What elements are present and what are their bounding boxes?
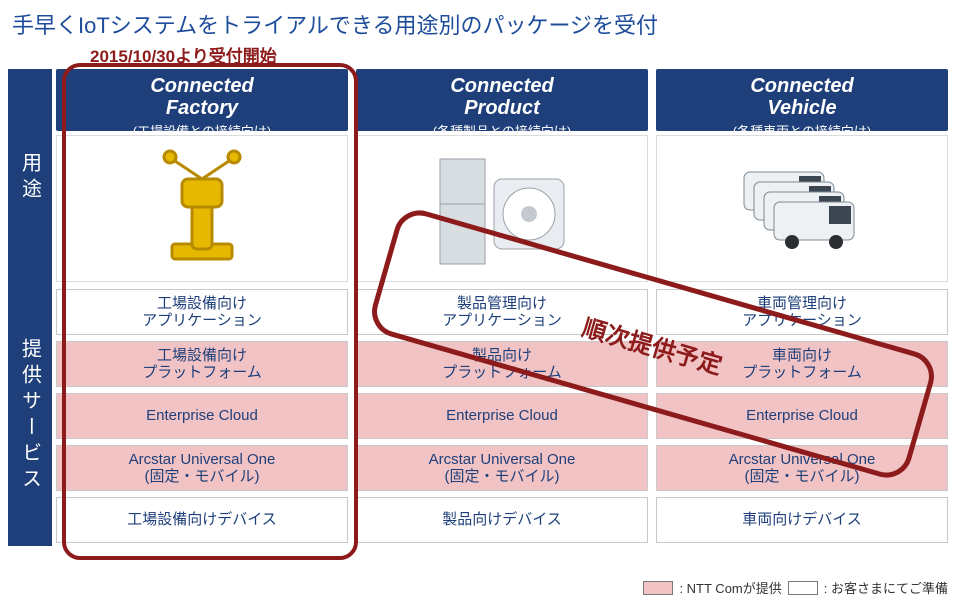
service-cell-line: 車両向け	[772, 347, 832, 364]
service-cell-r4-c1: 製品向けデバイス	[356, 497, 648, 543]
service-cell-line: Arcstar Universal One	[129, 451, 276, 468]
service-cell-line: Enterprise Cloud	[146, 407, 258, 424]
service-cell-r1-c2: 車両向けプラットフォーム	[656, 341, 948, 387]
image-cell-robot	[56, 135, 348, 282]
service-cell-r3-c2: Arcstar Universal One(固定・モバイル)	[656, 445, 948, 491]
page-title: 手早くIoTシステムをトライアルできる用途別のパッケージを受付	[0, 0, 960, 42]
service-cell-line: (固定・モバイル)	[445, 468, 560, 485]
col-title: ConnectedFactory	[60, 75, 344, 119]
service-cell-line: (固定・モバイル)	[745, 468, 860, 485]
service-cell-line: アプリケーション	[142, 312, 262, 329]
legend-swatch-white	[788, 581, 818, 595]
service-cell-line: 工場設備向けデバイス	[127, 511, 277, 528]
service-cell-line: (固定・モバイル)	[145, 468, 260, 485]
service-cell-line: Enterprise Cloud	[446, 407, 558, 424]
legend: : NTT Comが提供 : お客さまにてご準備	[643, 578, 948, 597]
service-cell-r2-c1: Enterprise Cloud	[356, 393, 648, 439]
service-cell-r2-c0: Enterprise Cloud	[56, 393, 348, 439]
service-cell-line: プラットフォーム	[142, 364, 262, 381]
service-cell-line: Enterprise Cloud	[746, 407, 858, 424]
service-cell-r4-c2: 車両向けデバイス	[656, 497, 948, 543]
service-cell-line: プラットフォーム	[442, 364, 562, 381]
package-grid: 用途ConnectedFactory(工場設備との接続向け)ConnectedP…	[0, 67, 960, 546]
service-cell-r3-c1: Arcstar Universal One(固定・モバイル)	[356, 445, 648, 491]
legend-label-pink: : NTT Comが提供	[679, 578, 781, 597]
col-header-2: ConnectedVehicle(各種車両との接続向け)	[656, 69, 948, 131]
service-cell-r1-c0: 工場設備向けプラットフォーム	[56, 341, 348, 387]
col-title: ConnectedVehicle	[660, 75, 944, 119]
col-header-1: ConnectedProduct(各種製品との接続向け)	[356, 69, 648, 131]
service-cell-line: 工場設備向け	[157, 347, 247, 364]
service-cell-r0-c2: 車両管理向けアプリケーション	[656, 289, 948, 335]
legend-swatch-pink	[643, 581, 673, 595]
side-label-service: 提供サービス	[8, 286, 52, 546]
image-cell-vans	[656, 135, 948, 282]
service-cell-line: 製品向けデバイス	[442, 511, 562, 528]
service-cell-r1-c1: 製品向けプラットフォーム	[356, 341, 648, 387]
service-cell-line: アプリケーション	[442, 312, 562, 329]
service-cell-line: アプリケーション	[742, 312, 862, 329]
service-cell-line: Arcstar Universal One	[729, 451, 876, 468]
service-cell-r3-c0: Arcstar Universal One(固定・モバイル)	[56, 445, 348, 491]
legend-label-white: : お客さまにてご準備	[824, 578, 948, 597]
image-cell-appliances	[356, 135, 648, 282]
col-title: ConnectedProduct	[360, 75, 644, 119]
service-cell-line: 車両向けデバイス	[742, 511, 862, 528]
service-cell-r0-c0: 工場設備向けアプリケーション	[56, 289, 348, 335]
service-cell-line: Arcstar Universal One	[429, 451, 576, 468]
service-cell-line: 車両管理向け	[757, 295, 847, 312]
service-cell-line: プラットフォーム	[742, 364, 862, 381]
col-header-0: ConnectedFactory(工場設備との接続向け)	[56, 69, 348, 131]
service-cell-line: 工場設備向け	[157, 295, 247, 312]
service-cell-line: 製品向け	[472, 347, 532, 364]
subtitle: 2015/10/30より受付開始	[0, 42, 960, 67]
service-cell-r4-c0: 工場設備向けデバイス	[56, 497, 348, 543]
side-label-usage: 用途	[8, 69, 52, 286]
service-cell-r0-c1: 製品管理向けアプリケーション	[356, 289, 648, 335]
service-cell-line: 製品管理向け	[457, 295, 547, 312]
service-cell-r2-c2: Enterprise Cloud	[656, 393, 948, 439]
